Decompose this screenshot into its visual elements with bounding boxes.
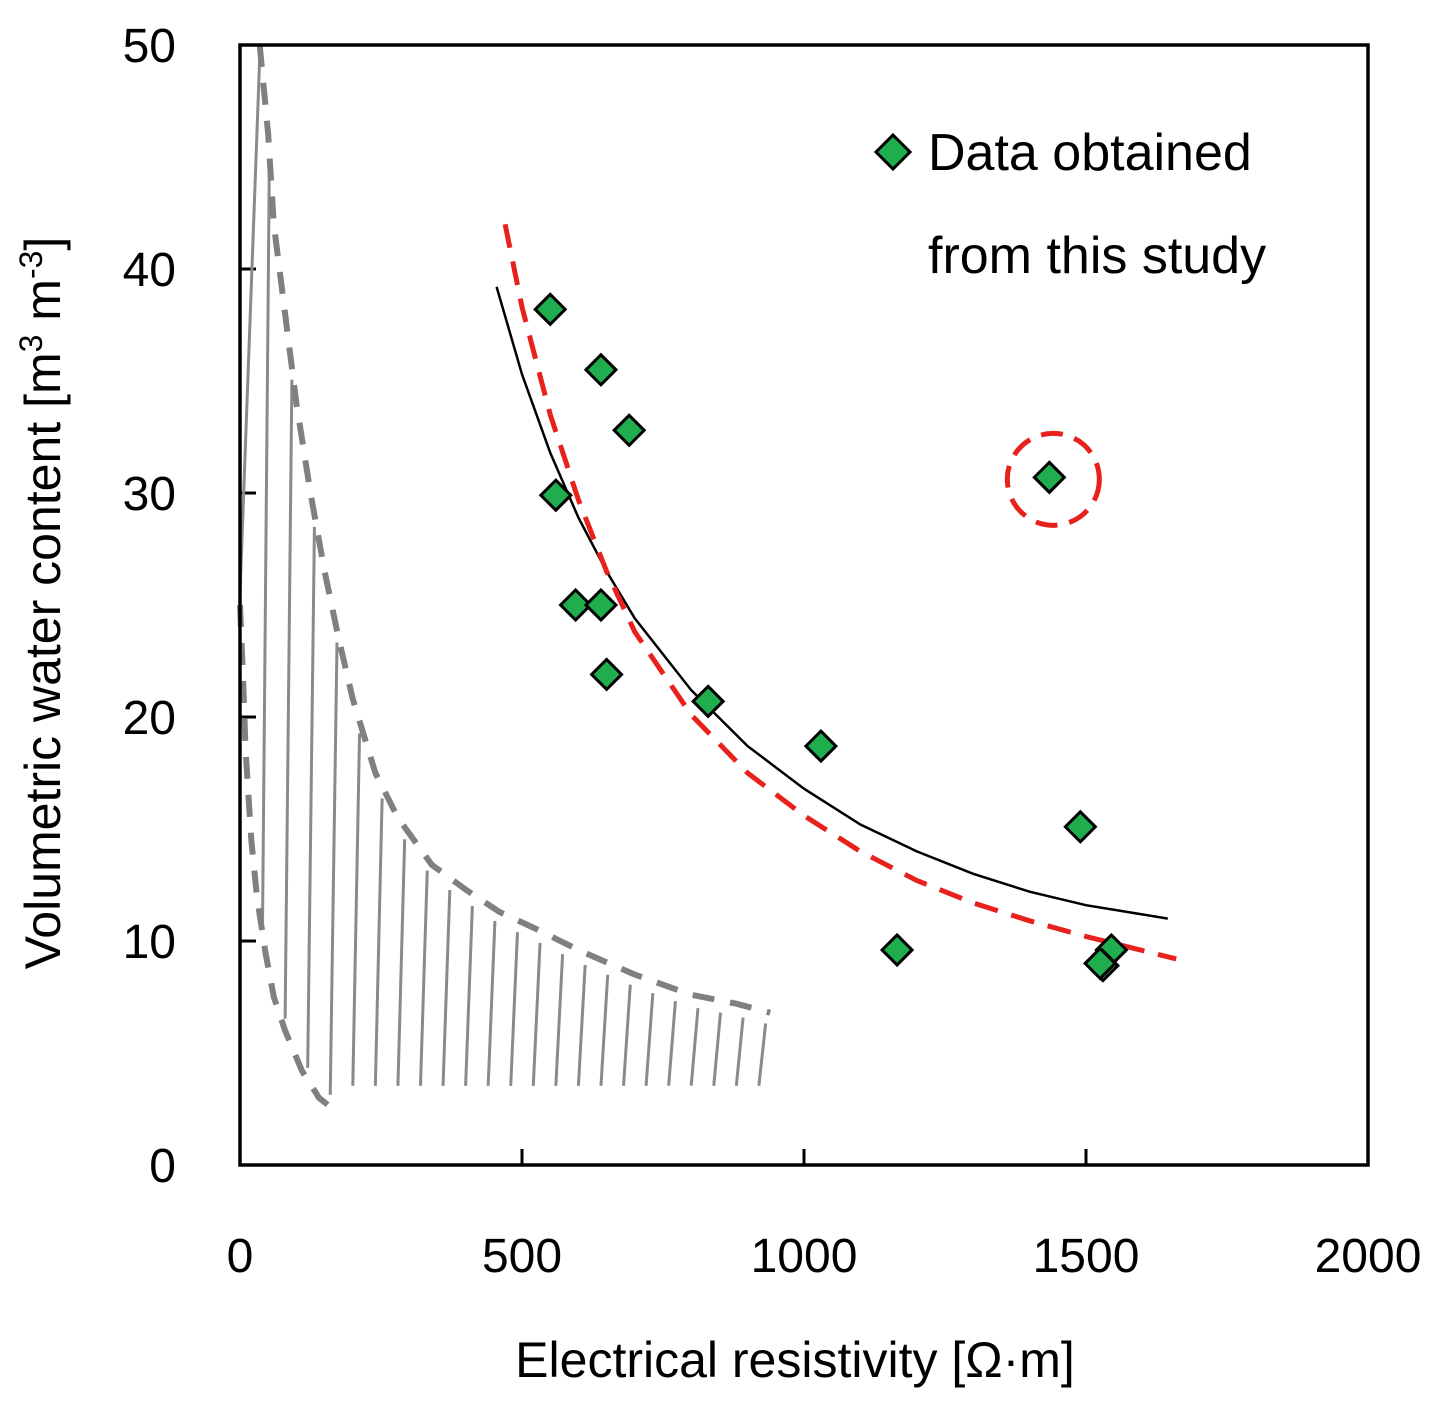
legend-marker bbox=[873, 132, 913, 172]
hatch-line bbox=[644, 992, 655, 1086]
x-tick-label: 2000 bbox=[1315, 1230, 1422, 1283]
legend-label-line2: from this study bbox=[928, 227, 1266, 285]
y-tick-label: 50 bbox=[123, 20, 176, 73]
y-axis-title-sup1: 3 bbox=[13, 335, 49, 353]
hatched-region-upper-bound-dashed bbox=[256, 44, 771, 1016]
hatch-line bbox=[531, 942, 542, 1086]
y-tick-label: 0 bbox=[149, 1140, 176, 1193]
x-tick-label: 0 bbox=[227, 1230, 254, 1283]
y-axis-ticks: 0 10 20 30 40 50 bbox=[123, 20, 256, 1193]
x-tick-label: 500 bbox=[482, 1230, 562, 1283]
fitted-curves bbox=[237, 44, 1177, 1110]
y-axis-title-main: Volumetric water content [m bbox=[15, 352, 71, 969]
hatch-line bbox=[554, 954, 565, 1086]
x-tick-label: 1500 bbox=[1033, 1230, 1140, 1283]
outlier-circle bbox=[1004, 430, 1102, 528]
hatch-line bbox=[599, 974, 610, 1086]
hatch-line bbox=[576, 964, 587, 1086]
hatch-line bbox=[667, 1000, 677, 1086]
hatch-line bbox=[283, 379, 294, 1019]
legend-label-line1: Data obtained bbox=[928, 124, 1252, 182]
y-axis-title-mid: m bbox=[15, 279, 71, 335]
y-axis-title-sup2: -3 bbox=[13, 251, 49, 279]
hatch-line bbox=[486, 920, 497, 1086]
data-point bbox=[690, 684, 726, 719]
x-tick-label: 1000 bbox=[751, 1230, 858, 1283]
data-points bbox=[533, 292, 1129, 983]
hatch-line bbox=[328, 642, 339, 1095]
hatched-region-lower-bound-dashed bbox=[237, 604, 333, 1110]
x-axis-ticks: 0 500 1000 1500 2000 bbox=[227, 1149, 1422, 1283]
hatch-line bbox=[306, 526, 316, 1068]
y-tick-label: 10 bbox=[123, 916, 176, 969]
legend: Data obtained from this study bbox=[873, 124, 1266, 285]
data-point bbox=[558, 587, 593, 623]
y-axis-title-end: ] bbox=[15, 237, 71, 251]
hatch-line bbox=[261, 164, 271, 922]
data-point bbox=[533, 292, 568, 327]
hatched-region bbox=[240, 56, 768, 1095]
hatch-line bbox=[396, 839, 407, 1086]
data-point bbox=[803, 728, 839, 764]
y-tick-label: 30 bbox=[123, 468, 176, 521]
x-axis-title: Electrical resistivity [Ω·m] bbox=[515, 1332, 1075, 1388]
fitted-curve-dashed bbox=[502, 223, 1177, 962]
data-point bbox=[1082, 946, 1118, 981]
hatch-line bbox=[464, 905, 474, 1086]
data-point bbox=[1063, 809, 1098, 844]
fitted-curve-solid bbox=[495, 286, 1169, 920]
hatch-line bbox=[240, 56, 262, 594]
data-point bbox=[583, 352, 619, 387]
hatch-line bbox=[734, 1017, 745, 1086]
data-point bbox=[1032, 460, 1067, 495]
hatch-line bbox=[418, 870, 429, 1086]
hatch-line bbox=[351, 733, 362, 1086]
hatch-line bbox=[689, 1007, 700, 1086]
plot-frame bbox=[238, 43, 1370, 1167]
data-point bbox=[612, 413, 647, 448]
y-tick-label: 20 bbox=[123, 692, 176, 745]
data-point bbox=[583, 587, 619, 623]
hatch-line bbox=[509, 932, 519, 1086]
hatch-line bbox=[373, 798, 384, 1086]
y-axis-title: Volumetric water content [m3 m-3] bbox=[13, 237, 71, 970]
data-point bbox=[879, 932, 915, 968]
data-point bbox=[589, 657, 624, 692]
hatch-line bbox=[441, 889, 452, 1086]
data-point bbox=[538, 478, 573, 513]
y-tick-label: 40 bbox=[123, 244, 176, 297]
hatch-line bbox=[622, 984, 632, 1086]
hatch-line bbox=[712, 1012, 723, 1086]
outlier-annotation bbox=[1004, 430, 1102, 528]
hatch-line bbox=[757, 1023, 768, 1086]
